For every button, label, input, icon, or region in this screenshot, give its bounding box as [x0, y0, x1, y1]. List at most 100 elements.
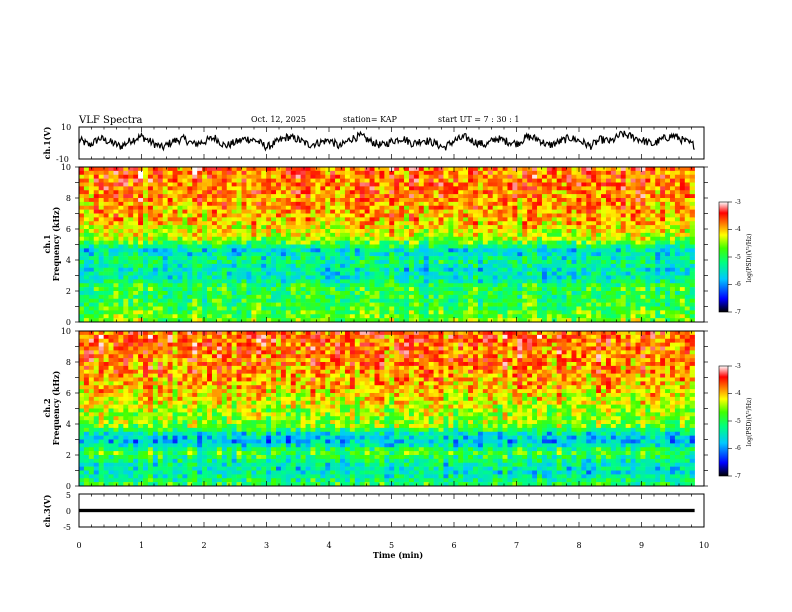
spectrogram-cell	[152, 275, 159, 280]
spectrogram-cell	[645, 167, 651, 172]
spectrogram-cell	[310, 302, 316, 307]
spectrogram-cell	[679, 174, 686, 179]
spectrogram-cell	[630, 217, 636, 222]
spectrogram-cell	[679, 244, 686, 249]
spectrogram-cell	[576, 198, 582, 203]
spectrogram-cell	[482, 178, 489, 183]
spectrogram-cell	[674, 310, 681, 315]
spectrogram-cell	[266, 306, 272, 311]
spectrogram-cell	[374, 225, 380, 230]
spectrogram-cell	[266, 298, 272, 303]
spectrogram-cell	[266, 198, 272, 203]
spectrogram-cell	[537, 229, 543, 234]
spectrogram-cell	[576, 306, 582, 311]
spectrogram-cell	[630, 236, 636, 241]
spectrogram-cell	[546, 178, 553, 183]
spectrogram-cell	[359, 201, 365, 207]
spectrogram-cell	[537, 170, 543, 176]
spectrogram-cell	[655, 283, 661, 288]
spectrogram-cell	[172, 232, 178, 238]
spectrogram-cell	[586, 174, 592, 179]
spectrogram-cell	[113, 279, 119, 284]
spectrogram-cell	[226, 221, 232, 226]
spectrogram-cell	[620, 240, 626, 245]
spectrogram-cell	[625, 287, 631, 292]
spectrogram-cell	[625, 174, 631, 179]
spectrogram-cell	[325, 186, 331, 191]
spectrogram-cell	[620, 213, 626, 218]
spectrogram-cell	[630, 306, 636, 311]
spectrogram-cell	[610, 256, 617, 261]
spectrogram-cell	[655, 178, 661, 183]
spectrogram-cell	[482, 306, 489, 311]
spectrogram-cell	[630, 287, 636, 292]
spectrogram-cell	[147, 170, 154, 176]
spectrogram-cell	[428, 221, 434, 226]
spectrogram-cell	[295, 275, 301, 280]
spectrogram-cell	[300, 232, 306, 238]
spectrogram-cell	[187, 198, 193, 203]
spectrogram-cell	[251, 248, 257, 253]
spectrogram-cell	[344, 294, 351, 300]
spectrogram-cell	[202, 302, 208, 307]
spectrogram-cell	[660, 256, 666, 261]
spectrogram-cell	[394, 167, 400, 172]
spectrogram-cell	[349, 248, 356, 253]
spectrogram-cell	[561, 236, 567, 241]
spectrogram-cell	[586, 263, 592, 269]
spectrogram-cell	[428, 283, 434, 288]
spectrogram-cell	[207, 283, 213, 288]
spectrogram-cell	[418, 263, 425, 269]
spectrogram-cell	[423, 283, 429, 288]
spectrogram-cell	[433, 271, 439, 276]
spectrogram-cell	[650, 279, 656, 284]
spectrogram-cell	[354, 194, 361, 199]
spectrogram-cell	[143, 167, 149, 172]
spectrogram-cell	[300, 182, 306, 187]
spectrogram-cell	[586, 229, 592, 234]
spectrogram-cell	[295, 205, 301, 210]
spectrogram-cell	[172, 294, 178, 300]
spectrogram-cell	[610, 248, 617, 253]
spectrogram-cell	[561, 302, 567, 307]
spectrogram-cell	[369, 287, 375, 292]
spectrogram-cell	[507, 221, 513, 226]
spectrogram-cell	[280, 201, 287, 207]
spectrogram-cell	[571, 170, 577, 176]
spectrogram-cell	[684, 236, 690, 241]
spectrogram-cell	[162, 314, 168, 319]
spectrogram-cell	[197, 283, 203, 288]
spectrogram-cell	[458, 260, 464, 265]
spectrogram-cell	[660, 283, 666, 288]
spectrogram-cell	[182, 225, 188, 230]
spectrogram-cell	[305, 225, 311, 230]
spectrogram-cell	[167, 279, 173, 284]
spectrogram-cell	[408, 291, 415, 296]
spectrogram-cell	[408, 287, 415, 292]
spectrogram-cell	[512, 248, 518, 253]
spectrogram-cell	[399, 229, 405, 234]
spectrogram-cell	[674, 167, 681, 172]
spectrogram-cell	[256, 283, 262, 288]
spectrogram-cell	[645, 291, 651, 296]
spectrogram-cell	[295, 167, 301, 172]
spectrogram-cell	[458, 252, 464, 257]
spectrogram-cell	[635, 174, 641, 179]
spectrogram-cell	[246, 302, 252, 307]
spectrogram-cell	[576, 240, 582, 245]
spectrogram-cell	[315, 182, 321, 187]
spectrogram-cell	[330, 194, 336, 199]
spectrogram-cell	[630, 294, 636, 300]
spectrogram-cell	[379, 198, 385, 203]
spectrogram-cell	[147, 275, 154, 280]
spectrogram-cell	[93, 283, 99, 288]
spectrogram-cell	[630, 232, 636, 238]
spectrogram-cell	[384, 201, 390, 207]
spectrogram-cell	[295, 174, 301, 179]
spectrogram-cell	[561, 190, 567, 195]
spectrogram-cell	[369, 221, 375, 226]
spectrogram-cell	[374, 182, 380, 187]
spectrogram-cell	[394, 186, 400, 191]
spectrogram-cell	[143, 205, 149, 210]
spectrogram-cell	[689, 201, 695, 207]
